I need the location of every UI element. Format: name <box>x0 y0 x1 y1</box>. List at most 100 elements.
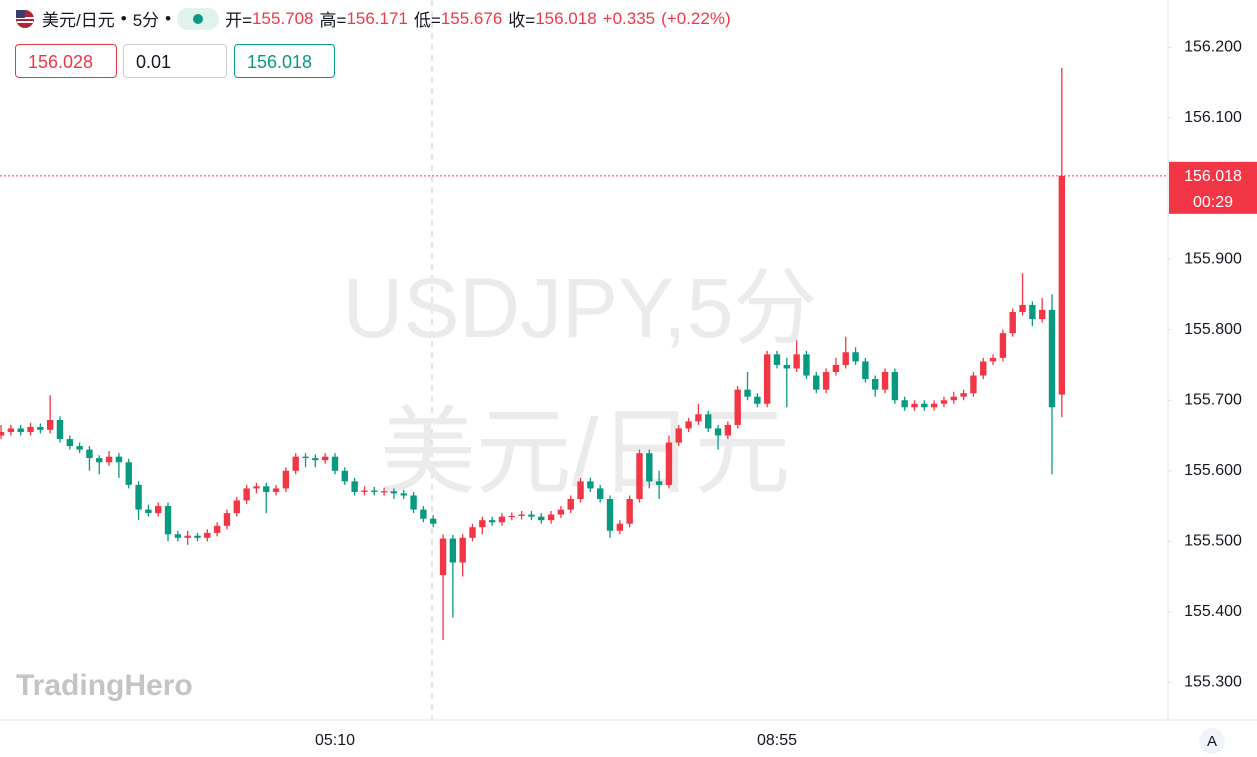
candle-body <box>312 458 319 461</box>
candle-body <box>528 514 535 517</box>
sell-button[interactable]: 156.028 <box>15 44 117 78</box>
close-value: 156.018 <box>535 8 597 28</box>
candle-body <box>1048 309 1056 408</box>
separator: • <box>165 8 172 28</box>
candle-body <box>577 481 584 500</box>
high-value: 156.171 <box>346 8 408 28</box>
candle-body <box>518 514 525 516</box>
candle-body <box>223 513 231 526</box>
candle-body <box>734 389 741 425</box>
x-tick-label: 08:55 <box>757 732 797 749</box>
candle-body <box>754 396 761 404</box>
candle-body <box>125 462 132 485</box>
candle-body <box>1009 312 1016 334</box>
candle-body <box>596 488 604 500</box>
candle-body <box>881 371 889 390</box>
candle-body <box>970 375 977 394</box>
open-label: 开= <box>225 11 253 30</box>
candle-body <box>685 421 692 429</box>
candle-body <box>842 352 849 365</box>
candle-body <box>96 458 103 463</box>
candle-body <box>999 333 1007 358</box>
candle-body <box>557 509 565 515</box>
candle-body <box>940 400 948 404</box>
candle-body <box>813 375 820 390</box>
candle-body <box>400 493 407 496</box>
low-label: 低= <box>413 11 441 30</box>
candle-body <box>86 449 93 459</box>
y-tick-label: 155.500 <box>1184 533 1242 550</box>
price-tag-label: 156.018 <box>1184 168 1242 185</box>
candle-body <box>233 500 240 514</box>
candle-body <box>675 428 682 443</box>
y-tick-label: 155.300 <box>1184 674 1242 691</box>
candle-body <box>901 400 908 408</box>
candle-body <box>626 499 633 524</box>
candle-body <box>705 414 712 429</box>
candle-body <box>27 427 34 432</box>
change-pct: (+0.22%) <box>661 8 731 28</box>
header: 美元/日元 • 5分 • 开= 155.708 高= 156.171 低= 155.676… <box>14 6 731 31</box>
open-value: 155.708 <box>252 8 314 28</box>
candle-body <box>695 414 702 422</box>
candle-body <box>646 453 653 482</box>
separator: • <box>120 8 127 28</box>
change: +0.335 <box>602 8 656 28</box>
candle-body <box>449 538 457 563</box>
candle-body <box>803 354 810 376</box>
logo: TradingHero <box>16 669 193 702</box>
candle-body <box>636 453 643 500</box>
candle-body <box>852 352 859 362</box>
scale-button[interactable]: A <box>1207 733 1217 750</box>
candle-body <box>793 354 800 369</box>
candle-body <box>341 470 349 482</box>
candle-body <box>744 389 751 397</box>
candle-body <box>989 357 997 362</box>
candle-body <box>479 520 486 528</box>
y-tick-label: 155.900 <box>1184 250 1242 267</box>
candle-body <box>371 490 378 492</box>
candle-body <box>832 364 840 372</box>
candle-body <box>37 427 44 430</box>
candle-body <box>567 499 574 510</box>
candle-body <box>174 534 182 538</box>
candle-body <box>439 538 447 576</box>
buy-button[interactable]: 156.018 <box>234 44 335 78</box>
candle-body <box>213 525 221 533</box>
scale-button-bg[interactable] <box>1199 728 1225 754</box>
candle-body <box>194 535 201 538</box>
candle-body <box>606 499 614 531</box>
candle-body <box>351 481 358 492</box>
candle-body <box>950 396 957 401</box>
candle-body <box>204 532 211 538</box>
candle-body <box>891 371 899 401</box>
y-tick-label: 156.200 <box>1184 39 1242 56</box>
candle-body <box>361 490 368 492</box>
candle-body <box>1058 175 1066 395</box>
candle-body <box>331 456 339 471</box>
candle-body <box>56 419 64 440</box>
quantity-input[interactable]: 0.01 <box>123 44 227 78</box>
candle-body <box>135 484 142 510</box>
candle-body <box>822 371 830 390</box>
candle-body <box>253 486 260 489</box>
candle-body <box>302 456 309 459</box>
candle-body <box>272 488 280 492</box>
y-tick-label: 156.100 <box>1184 109 1242 126</box>
close-label: 收= <box>508 11 536 30</box>
candle-body <box>960 393 967 397</box>
candle-body <box>930 403 938 408</box>
candle-body <box>665 442 673 485</box>
candle-body <box>714 428 722 436</box>
x-tick-label: 05:10 <box>315 732 355 749</box>
price-tag <box>1169 161 1257 214</box>
status-pill <box>177 7 220 30</box>
candle-body <box>783 364 791 369</box>
candle-body <box>66 439 74 447</box>
candle-body <box>263 486 270 492</box>
candle-body <box>980 361 987 376</box>
candle-body <box>155 506 162 514</box>
candle-body <box>243 488 250 501</box>
candle-body <box>469 527 476 538</box>
